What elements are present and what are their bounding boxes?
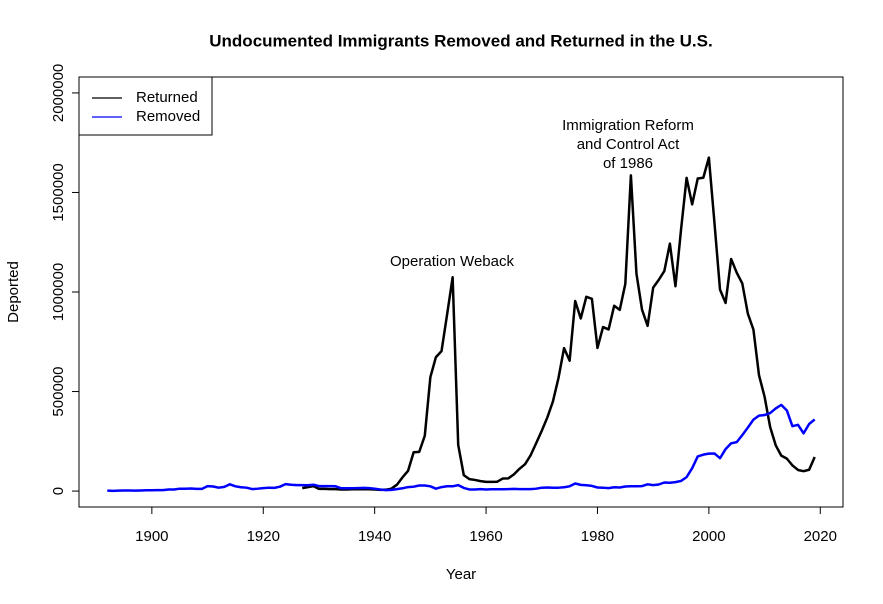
y-tick-label: 1500000 [50, 163, 67, 221]
legend-box [78, 76, 213, 136]
legend-label: Removed [136, 108, 200, 125]
x-tick-label: 1980 [581, 528, 614, 545]
x-tick-label: 2000 [692, 528, 725, 545]
annotation: of 1986 [603, 155, 653, 172]
x-tick-label: 1920 [247, 528, 280, 545]
y-tick-label: 2000000 [50, 64, 67, 122]
x-axis-label: Year [446, 566, 476, 583]
x-tick-label: 1940 [358, 528, 391, 545]
plot-frame [78, 76, 844, 508]
y-tick-label: 0 [50, 487, 67, 495]
y-tick-label: 1000000 [50, 263, 67, 321]
annotation: Operation Weback [390, 253, 514, 270]
x-tick-label: 1960 [469, 528, 502, 545]
x-tick-label: 1900 [135, 528, 168, 545]
y-tick-label: 500000 [50, 367, 67, 417]
x-tick-label: 2020 [804, 528, 837, 545]
series-line [107, 403, 816, 493]
chart-title: Undocumented Immigrants Removed and Retu… [209, 31, 712, 50]
legend-label: Returned [136, 89, 198, 106]
y-axis-label: Deported [5, 261, 22, 323]
annotation: and Control Act [577, 136, 680, 153]
annotation: Immigration Reform [562, 117, 694, 134]
